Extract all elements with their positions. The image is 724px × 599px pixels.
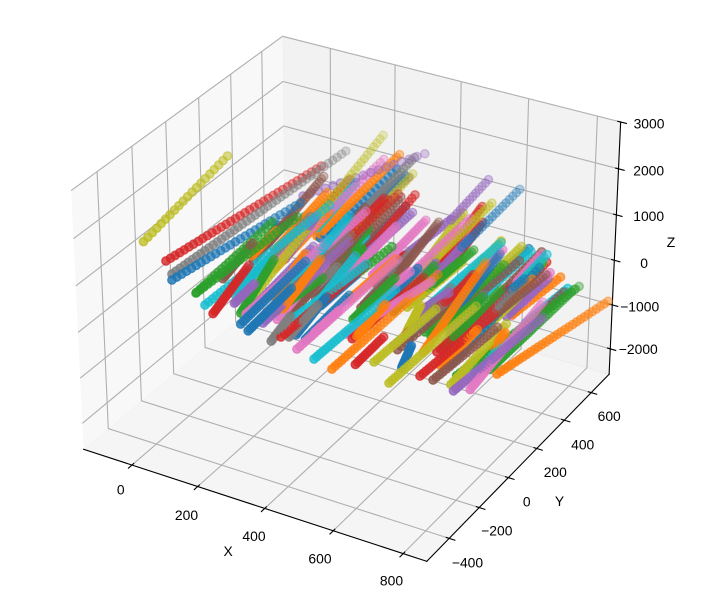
svg-text:200: 200	[544, 464, 567, 480]
svg-text:200: 200	[175, 507, 198, 523]
svg-text:−2000: −2000	[619, 341, 658, 357]
svg-text:400: 400	[242, 528, 265, 544]
svg-text:400: 400	[571, 436, 594, 452]
svg-text:600: 600	[308, 550, 331, 566]
svg-text:−200: −200	[481, 523, 513, 539]
svg-text:Z: Z	[667, 234, 676, 250]
svg-text:−1000: −1000	[620, 298, 659, 314]
svg-text:3000: 3000	[634, 116, 665, 132]
svg-text:0: 0	[117, 482, 125, 498]
svg-text:Y: Y	[555, 493, 564, 509]
svg-text:X: X	[223, 543, 232, 559]
svg-text:800: 800	[380, 573, 403, 589]
svg-text:0: 0	[523, 493, 531, 509]
svg-text:2000: 2000	[633, 162, 664, 178]
svg-text:−400: −400	[452, 555, 484, 571]
svg-text:0: 0	[640, 255, 648, 271]
svg-text:600: 600	[598, 408, 621, 424]
svg-text:1000: 1000	[633, 208, 664, 224]
